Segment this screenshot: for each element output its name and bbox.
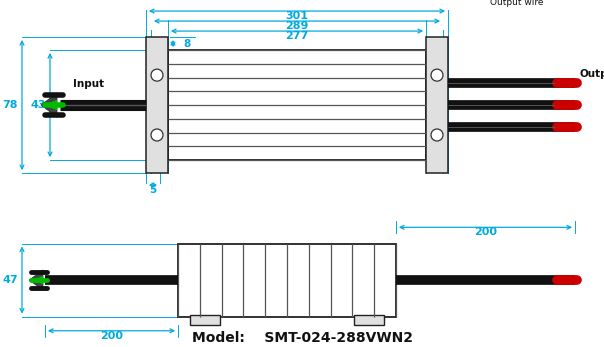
Text: 43: 43 bbox=[30, 100, 46, 110]
Text: 301: 301 bbox=[286, 11, 309, 21]
Circle shape bbox=[431, 69, 443, 81]
Bar bbox=[146, 37, 168, 173]
Text: Output wire: Output wire bbox=[490, 0, 544, 7]
Circle shape bbox=[151, 129, 163, 141]
Text: Model:    SMT-024-288VWN2: Model: SMT-024-288VWN2 bbox=[191, 331, 413, 345]
Bar bbox=[178, 244, 396, 316]
Bar bbox=[354, 314, 384, 325]
Text: 277: 277 bbox=[285, 31, 309, 41]
Circle shape bbox=[151, 69, 163, 81]
Text: 200: 200 bbox=[474, 227, 497, 237]
Text: 78: 78 bbox=[2, 100, 18, 110]
Polygon shape bbox=[29, 270, 43, 290]
Polygon shape bbox=[33, 276, 43, 284]
Text: 289: 289 bbox=[285, 21, 309, 31]
Bar bbox=[426, 37, 448, 173]
Polygon shape bbox=[45, 100, 57, 110]
Text: 47: 47 bbox=[2, 275, 18, 285]
Polygon shape bbox=[41, 93, 57, 117]
Text: 5: 5 bbox=[149, 185, 156, 195]
Text: Output: Output bbox=[580, 69, 604, 79]
Bar bbox=[168, 50, 426, 160]
Text: 8: 8 bbox=[183, 39, 190, 49]
Bar bbox=[190, 314, 220, 325]
Circle shape bbox=[431, 129, 443, 141]
Text: Input: Input bbox=[73, 79, 104, 89]
Text: 200: 200 bbox=[100, 331, 123, 341]
